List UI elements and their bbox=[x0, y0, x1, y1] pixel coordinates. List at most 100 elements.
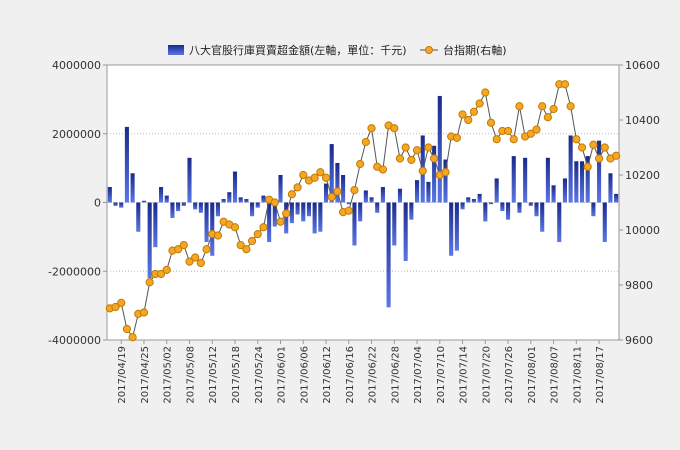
bar bbox=[443, 159, 448, 203]
bar bbox=[193, 202, 198, 210]
futures-point bbox=[242, 245, 251, 254]
bar bbox=[352, 202, 357, 246]
futures-point bbox=[401, 143, 410, 152]
bar bbox=[597, 140, 602, 203]
bar bbox=[568, 135, 573, 203]
futures-point bbox=[600, 143, 609, 152]
futures-point bbox=[293, 183, 302, 192]
bar bbox=[477, 193, 482, 203]
futures-point bbox=[282, 209, 291, 218]
futures-point bbox=[111, 302, 120, 312]
bar bbox=[449, 202, 454, 256]
bar bbox=[397, 188, 403, 203]
bar bbox=[158, 187, 164, 203]
futures-point bbox=[469, 107, 479, 116]
bar bbox=[426, 181, 431, 203]
legend-bar-swatch bbox=[168, 45, 184, 55]
bar bbox=[301, 202, 306, 222]
bar bbox=[267, 202, 272, 243]
right-axis-tick-label: 9800 bbox=[625, 279, 653, 292]
right-axis-tick-label: 10000 bbox=[625, 224, 660, 237]
futures-point bbox=[196, 258, 205, 268]
bar bbox=[540, 202, 545, 232]
left-axis-tick-label: -2000000 bbox=[48, 265, 101, 278]
futures-point bbox=[156, 269, 166, 279]
x-axis-tick-label: 2017/08/01 bbox=[527, 346, 538, 404]
futures-point bbox=[236, 241, 245, 250]
futures-point bbox=[259, 223, 268, 232]
bar bbox=[579, 161, 585, 203]
x-axis-tick-label: 2017/07/04 bbox=[413, 346, 424, 404]
bar bbox=[318, 202, 323, 232]
x-axis-tick-label: 2017/06/12 bbox=[322, 346, 333, 404]
futures-point bbox=[213, 231, 223, 240]
x-axis-tick-label: 2017/05/12 bbox=[208, 346, 219, 404]
x-axis-tick-label: 2017/05/24 bbox=[254, 346, 265, 404]
bar bbox=[164, 195, 169, 203]
bar bbox=[153, 202, 158, 248]
x-axis-tick-label: 2017/05/02 bbox=[163, 346, 174, 404]
bar bbox=[210, 202, 215, 256]
bar bbox=[466, 197, 471, 203]
futures-point bbox=[583, 162, 592, 171]
x-axis-tick-label: 2017/06/16 bbox=[345, 346, 356, 404]
bar bbox=[454, 202, 459, 251]
x-axis-tick-label: 2017/06/06 bbox=[299, 346, 310, 404]
bar bbox=[375, 202, 380, 213]
bar bbox=[358, 202, 363, 222]
futures-point bbox=[122, 324, 132, 334]
bar bbox=[124, 126, 129, 203]
futures-point bbox=[543, 113, 552, 122]
bar bbox=[295, 202, 300, 215]
futures-point bbox=[367, 124, 376, 133]
x-axis-tick-label: 2017/07/14 bbox=[459, 346, 470, 404]
futures-point bbox=[424, 143, 433, 152]
futures-point bbox=[185, 257, 194, 266]
futures-point bbox=[162, 265, 171, 274]
bar bbox=[432, 145, 437, 203]
futures-point bbox=[589, 140, 598, 149]
futures-point bbox=[481, 88, 490, 97]
bar bbox=[471, 199, 476, 203]
bar bbox=[460, 202, 465, 210]
bar bbox=[506, 202, 511, 220]
bar bbox=[221, 199, 226, 203]
futures-point bbox=[572, 135, 581, 144]
futures-point bbox=[509, 135, 518, 144]
futures-point bbox=[475, 99, 484, 108]
bar bbox=[232, 171, 238, 203]
bar bbox=[346, 202, 351, 205]
futures-point bbox=[310, 173, 319, 182]
legend-bar-label: 八大官股行庫買賣超金額(左軸，單位：千元) bbox=[189, 43, 407, 57]
futures-point bbox=[566, 102, 575, 111]
legend-line-label: 台指期(右軸) bbox=[443, 43, 507, 57]
right-axis-tick-label: 10200 bbox=[625, 169, 660, 182]
futures-point bbox=[327, 192, 336, 202]
bar bbox=[483, 202, 488, 222]
bar bbox=[523, 157, 528, 203]
bar bbox=[341, 175, 346, 203]
bar bbox=[261, 195, 266, 203]
bar bbox=[187, 157, 192, 203]
legend: 八大官股行庫買賣超金額(左軸，單位：千元) 台指期(右軸) bbox=[168, 43, 507, 57]
futures-point bbox=[395, 154, 405, 163]
bar bbox=[386, 202, 391, 308]
bar bbox=[198, 202, 203, 213]
futures-point bbox=[560, 80, 570, 89]
x-axis-tick-label: 2017/06/22 bbox=[368, 346, 379, 404]
bar bbox=[534, 202, 539, 217]
x-axis-tick-label: 2017/08/11 bbox=[572, 346, 583, 404]
right-axis-tick-label: 10400 bbox=[625, 114, 660, 127]
futures-point bbox=[247, 236, 257, 246]
bar bbox=[284, 202, 289, 234]
futures-point bbox=[612, 151, 621, 160]
bar bbox=[551, 185, 556, 203]
futures-point bbox=[538, 102, 547, 111]
bar bbox=[557, 202, 562, 243]
bar bbox=[289, 202, 294, 224]
futures-point bbox=[356, 159, 365, 169]
futures-point bbox=[361, 137, 370, 147]
futures-point bbox=[390, 124, 399, 133]
bar bbox=[591, 202, 596, 217]
futures-point bbox=[287, 190, 296, 199]
